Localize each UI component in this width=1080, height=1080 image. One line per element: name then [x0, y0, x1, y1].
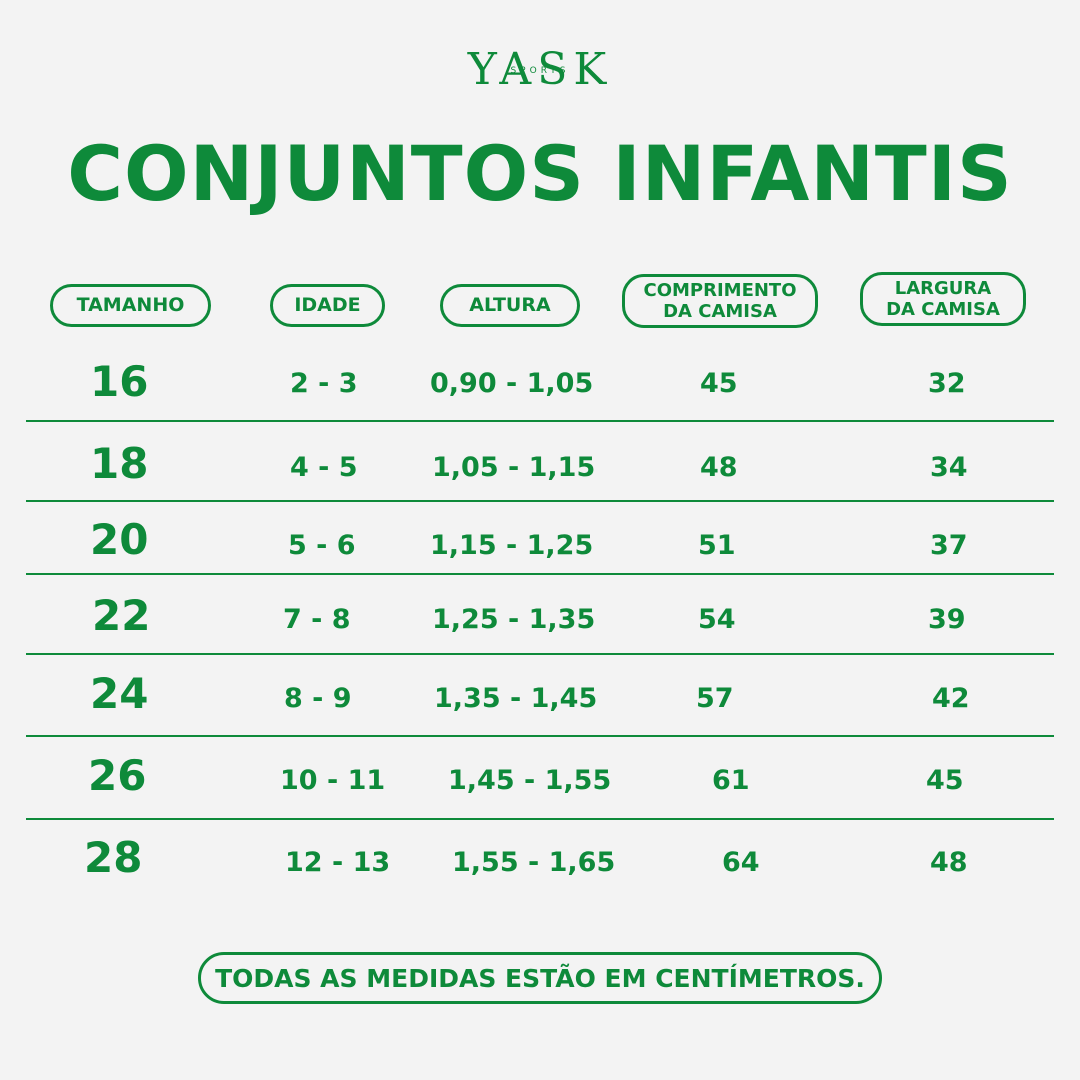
header-comprimento-line1: COMPRIMENTO	[643, 280, 797, 301]
header-largura-line2: DA CAMISA	[886, 299, 1000, 320]
row-5-idade: 8 - 9	[284, 683, 352, 714]
logo-subtext: SPORTS	[510, 66, 570, 76]
row-divider	[26, 818, 1054, 820]
row-6-tamanho: 26	[88, 751, 147, 800]
row-1-comprimento: 45	[700, 368, 738, 399]
header-tamanho-label: TAMANHO	[76, 294, 185, 316]
row-7-largura: 48	[930, 847, 968, 878]
row-2-altura: 1,05 - 1,15	[432, 452, 596, 483]
row-2-largura: 34	[930, 452, 968, 483]
row-4-idade: 7 - 8	[283, 604, 351, 635]
row-3-largura: 37	[930, 530, 968, 561]
header-largura-line1: LARGURA	[894, 278, 992, 299]
row-divider	[26, 653, 1054, 655]
header-largura: LARGURA DA CAMISA	[860, 272, 1026, 326]
row-5-tamanho: 24	[90, 669, 149, 718]
row-4-altura: 1,25 - 1,35	[432, 604, 596, 635]
row-6-comprimento: 61	[712, 765, 750, 796]
row-7-comprimento: 64	[722, 847, 760, 878]
row-3-idade: 5 - 6	[288, 530, 356, 561]
row-6-altura: 1,45 - 1,55	[448, 765, 612, 796]
row-1-idade: 2 - 3	[290, 368, 358, 399]
row-4-largura: 39	[928, 604, 966, 635]
header-comprimento-line2: DA CAMISA	[663, 301, 777, 322]
row-7-altura: 1,55 - 1,65	[452, 847, 616, 878]
row-1-tamanho: 16	[90, 357, 149, 406]
row-2-tamanho: 18	[90, 439, 149, 488]
row-3-altura: 1,15 - 1,25	[430, 530, 594, 561]
header-altura-label: ALTURA	[469, 294, 551, 316]
header-comprimento: COMPRIMENTO DA CAMISA	[622, 274, 818, 328]
page-title: CONJUNTOS INFANTIS	[67, 129, 1013, 218]
brand-logo: YASK SPORTS	[0, 44, 1080, 96]
row-1-altura: 0,90 - 1,05	[430, 368, 594, 399]
row-divider	[26, 735, 1054, 737]
row-7-idade: 12 - 13	[285, 847, 391, 878]
row-6-largura: 45	[926, 765, 964, 796]
header-idade-label: IDADE	[294, 294, 361, 316]
row-5-largura: 42	[932, 683, 970, 714]
header-tamanho: TAMANHO	[50, 284, 211, 327]
row-1-largura: 32	[928, 368, 966, 399]
row-6-idade: 10 - 11	[280, 765, 386, 796]
row-4-tamanho: 22	[92, 591, 151, 640]
row-5-altura: 1,35 - 1,45	[434, 683, 598, 714]
row-2-idade: 4 - 5	[290, 452, 358, 483]
row-2-comprimento: 48	[700, 452, 738, 483]
header-altura: ALTURA	[440, 284, 580, 327]
logo-wordmark: YASK	[467, 44, 613, 95]
measurement-note: TODAS AS MEDIDAS ESTÃO EM CENTÍMETROS.	[198, 952, 882, 1004]
row-7-tamanho: 28	[84, 833, 143, 882]
row-5-comprimento: 57	[696, 683, 734, 714]
measurement-note-text: TODAS AS MEDIDAS ESTÃO EM CENTÍMETROS.	[215, 963, 865, 993]
row-3-comprimento: 51	[698, 530, 736, 561]
row-divider	[26, 500, 1054, 502]
row-4-comprimento: 54	[698, 604, 736, 635]
row-divider	[26, 420, 1054, 422]
row-3-tamanho: 20	[90, 515, 149, 564]
row-divider	[26, 573, 1054, 575]
header-idade: IDADE	[270, 284, 385, 327]
